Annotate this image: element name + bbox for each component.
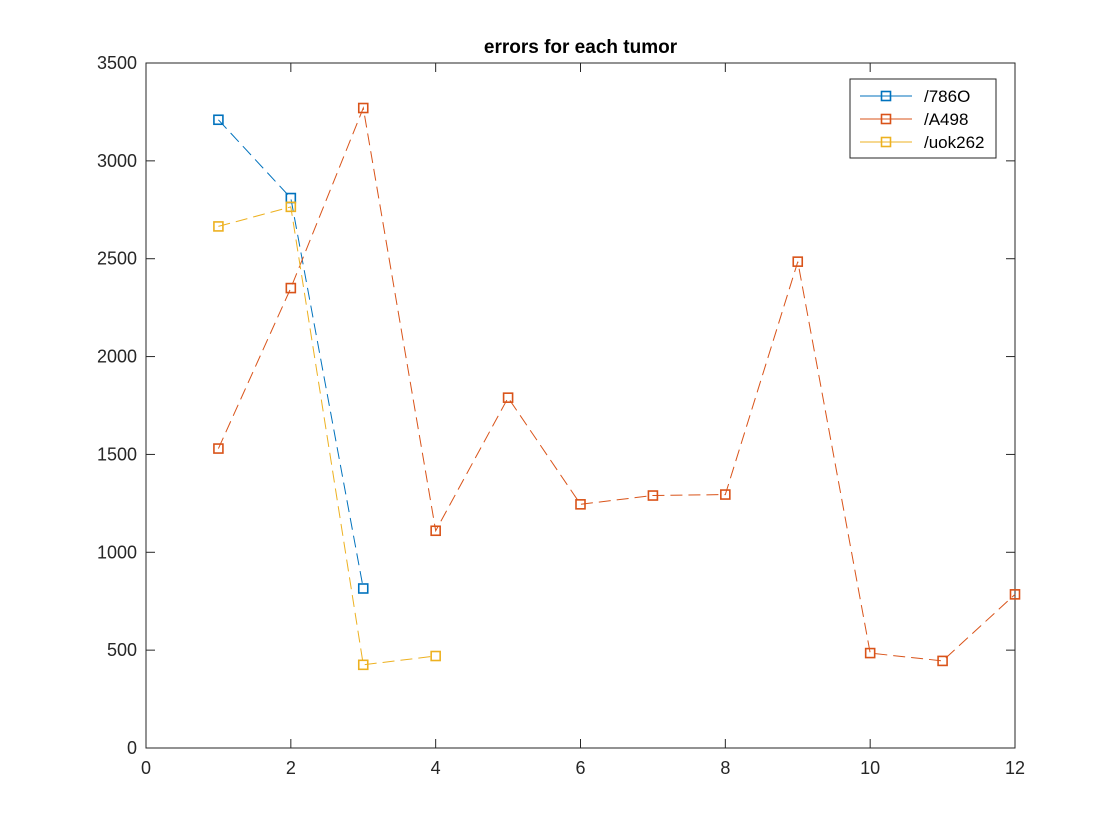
- data-point-marker: [357, 102, 369, 114]
- legend-label: /uok262: [924, 133, 985, 152]
- series-line: [217, 106, 1016, 662]
- plot-area: [145, 62, 1016, 749]
- y-tick-label: 1500: [97, 444, 137, 464]
- y-tick-label: 1000: [97, 542, 137, 562]
- chart-title: errors for each tumor: [484, 37, 678, 58]
- x-tick-label: 2: [286, 758, 296, 778]
- data-point-marker: [864, 647, 876, 659]
- data-point-marker: [720, 489, 731, 500]
- legend-marker: [880, 90, 892, 102]
- series-0: [213, 114, 369, 594]
- data-point-marker: [1009, 589, 1021, 600]
- data-point-marker: [430, 525, 441, 537]
- data-point-marker: [213, 114, 224, 126]
- legend-entry: /786O: [860, 87, 970, 106]
- x-tick-label: 12: [1005, 758, 1025, 778]
- x-tick-label: 0: [141, 758, 151, 778]
- y-tick-label: 3000: [97, 151, 137, 171]
- data-point-marker: [213, 443, 224, 454]
- data-point-marker: [357, 583, 369, 594]
- data-point-marker: [430, 650, 441, 662]
- data-point-marker: [357, 659, 369, 671]
- data-point-marker: [285, 282, 297, 294]
- x-tick-label: 6: [575, 758, 585, 778]
- data-point-marker: [502, 392, 514, 403]
- data-point-marker: [575, 499, 586, 510]
- x-tick-label: 8: [720, 758, 730, 778]
- data-point-marker: [937, 655, 948, 667]
- legend-label: /A498: [924, 110, 968, 129]
- y-tick-label: 2000: [97, 347, 137, 367]
- x-tick-label: 10: [860, 758, 880, 778]
- y-tick-label: 0: [127, 738, 137, 758]
- series-layer: [213, 102, 1021, 671]
- legend-entry: /uok262: [860, 133, 985, 152]
- data-point-marker: [213, 221, 224, 232]
- series-line: [218, 206, 436, 666]
- x-tick-label: 4: [431, 758, 441, 778]
- data-point-marker: [647, 490, 659, 501]
- y-tick-label: 500: [107, 640, 137, 660]
- series-line: [218, 119, 364, 589]
- data-point-marker: [792, 256, 804, 267]
- axes: 0 2 4 6 8 10 12 0 500 1000 1500 2000 2500 3000 3500: [97, 53, 1025, 778]
- y-tick-label: 2500: [97, 249, 137, 269]
- legend-entry: /A498: [860, 110, 968, 129]
- legend-marker: [880, 113, 892, 125]
- y-tick-label: 3500: [97, 53, 137, 73]
- series-1: [213, 102, 1021, 667]
- series-2: [213, 201, 441, 671]
- legend: /786O/A498/uok262: [849, 78, 997, 159]
- data-point-marker: [285, 201, 297, 213]
- legend-marker: [880, 136, 892, 148]
- legend-label: /786O: [924, 87, 970, 106]
